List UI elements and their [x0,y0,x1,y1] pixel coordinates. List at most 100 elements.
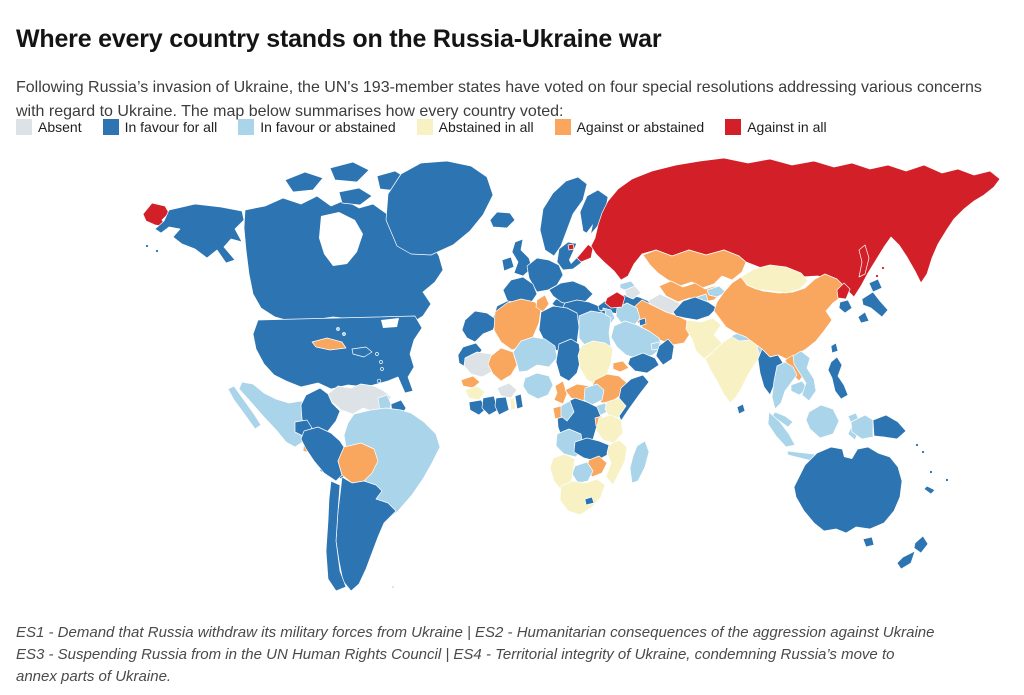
country-germany-central [526,257,564,293]
legend-label-against-or-abstained: Against or abstained [576,119,705,135]
legend-swatch-favour_or_abstain [238,119,255,135]
country-oman [655,338,675,366]
country-algeria [493,298,542,351]
footnote-line-3: annex parts of Ukraine. [16,668,172,685]
country-egypt [578,310,612,352]
country-kazakhstan [642,249,747,289]
country-kurils [875,274,879,278]
country-sri-lanka [736,403,746,415]
legend-swatch-favour_all [102,119,119,135]
great-lakes [381,318,399,328]
country-philippines [827,356,849,400]
country-south-sudan [583,383,605,406]
legend-item-favour-all: In favour for all [102,119,218,135]
legend-item-absent: Absent [16,119,82,135]
country-south-africa [559,478,606,516]
country-solomon [921,450,925,454]
country-sweden-norway [539,176,588,257]
country-tanzania [595,414,624,444]
country-zambia [573,437,610,462]
country-new-caledonia [923,485,936,495]
footnote-line-2: ES3 - Suspending Russia from in the UN H… [16,646,895,663]
country-vanuatu [929,470,933,474]
country-lesotho [584,496,595,506]
legend-item-favour-or-abstained: In favour or abstained [238,119,396,135]
country-puerto-rico [375,352,379,356]
country-chad [555,338,582,382]
legend-item-against-all: Against in all [725,119,827,135]
caspian-sea [635,262,652,298]
footnote: ES1 - Demand that Russia withdraw its mi… [16,622,996,688]
country-japan-honshu [861,291,889,318]
country-greenland [385,160,494,256]
world-map-svg [142,157,1001,592]
country-nigeria [522,372,554,400]
country-bahamas [336,327,340,331]
country-tunisia [535,294,550,313]
country-china [713,273,847,360]
baltic-sea [569,224,593,264]
country-kurils [881,266,885,270]
country-ivory-coast [481,395,499,416]
country-mexico-baja [227,385,262,430]
country-papua-west [850,414,874,440]
legend-swatch-against_or_abstain [554,119,571,135]
legend-label-favour-all: In favour for all [124,119,218,135]
country-cuba [311,337,347,351]
legend-item-against-or-abstained: Against or abstained [554,119,705,135]
country-vietnam [792,350,817,402]
country-japan-hokkaido [868,278,883,293]
legend-swatch-against_all [725,119,742,135]
country-peru [300,426,345,482]
country-antilles [379,360,383,364]
country-bahamas [342,332,346,336]
legend-label-favour-or-abstained: In favour or abstained [260,119,396,135]
country-tasmania [862,536,875,548]
country-sumatra [767,411,796,448]
country-iraq [615,302,641,328]
subtitle: Following Russia’s invasion of Ukraine, … [16,79,982,120]
country-benin [514,393,524,410]
legend-item-abstained-all: Abstained in all [416,119,534,135]
country-malawi-mozambique [605,439,628,486]
country-kyrgyzstan [706,285,727,298]
country-cameroon [553,380,568,405]
country-mongolia [740,264,809,294]
legend-swatch-abstain_all [416,119,433,135]
legend-label-absent: Absent [38,119,82,135]
country-guinea [464,385,486,401]
country-hispaniola [351,346,373,358]
country-niger [512,336,558,373]
country-morocco [461,310,498,343]
country-canada-island [338,187,373,206]
country-ghana [494,396,510,416]
country-syria [604,291,626,309]
country-usa-alaska [154,203,245,264]
country-yemen [627,352,660,374]
country-chile [325,480,347,592]
country-madagascar [629,440,650,484]
country-russia-far-east [142,202,170,228]
country-antilles [380,367,384,371]
country-congo [560,400,575,422]
country-nz-south [896,550,916,570]
country-trinidad [376,378,382,384]
country-taiwan [830,342,839,354]
country-borneo [805,404,840,439]
country-south-korea [838,299,853,314]
country-eritrea [612,360,630,373]
country-fiji [945,478,949,482]
gulf-of-carpentaria [842,441,858,459]
country-falkland [391,585,395,589]
country-aleutians [145,244,149,248]
country-romania-hungary [548,280,594,307]
country-burkina-faso [496,382,518,399]
country-canada-island [329,161,370,183]
world-map [125,150,1015,615]
legend-label-against-all: Against in all [747,119,827,135]
country-papua-new-guinea [872,414,907,440]
country-sakhalin [858,244,870,278]
footnote-line-1: ES1 - Demand that Russia withdraw its mi… [16,624,935,641]
country-kuwait [638,317,647,327]
country-ireland [501,256,515,272]
